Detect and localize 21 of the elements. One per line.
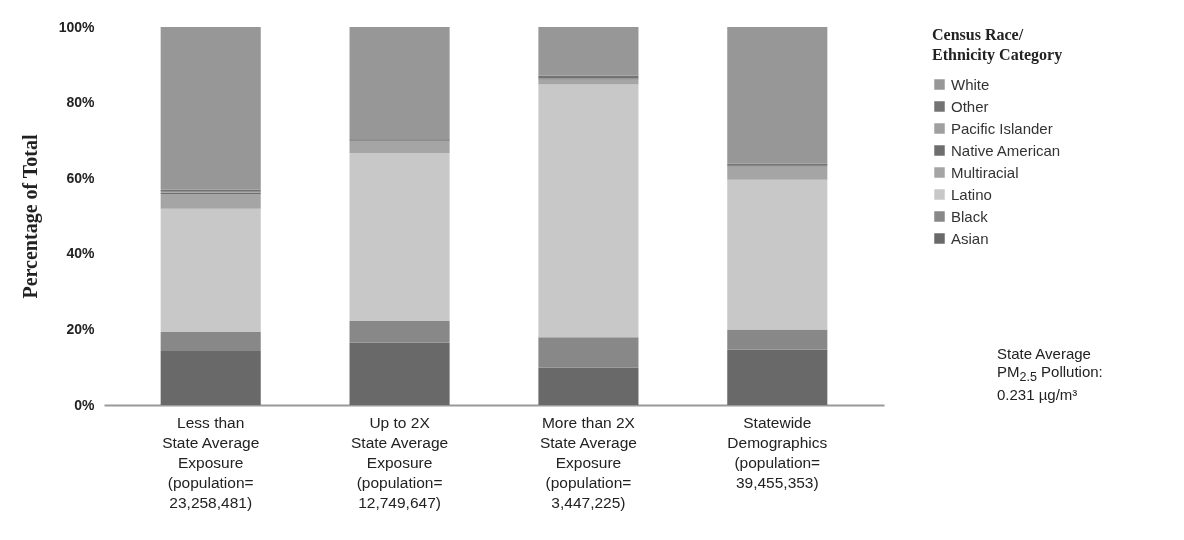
legend-label: Native American [951, 141, 1061, 159]
y-axis-title: Percentage of Total [18, 134, 42, 299]
legend-label: Multiracial [951, 163, 1019, 181]
legend-title: Census Race/ Ethnicity Category [932, 26, 1063, 64]
y-tick-label: 80% [66, 94, 96, 111]
legend-label: White [951, 75, 990, 93]
x-tick-label: Up to 2X State Average Exposure (population= 12,749,647) [351, 413, 449, 511]
y-tick-label: 20% [66, 320, 96, 337]
legend-label: Latino [951, 185, 992, 203]
y-tick-label: 0% [74, 396, 96, 413]
legend-label: Other [951, 97, 989, 115]
y-tick-label: 100% [58, 18, 96, 35]
x-tick-label: More than 2X State Average Exposure (population= 3,447,225) [539, 413, 637, 511]
legend-label: Pacific Islander [951, 119, 1053, 137]
x-tick-label: Statewide Demographics (population= 39,455,353) [727, 413, 828, 491]
x-tick-label: Less than State Average Exposure (population= 23,258,481) [162, 413, 260, 511]
text: State Average PM$_{2.5}$ Pollution: 0.231 µg/m³ [997, 345, 1103, 404]
y-tick-label: 40% [66, 245, 96, 262]
legend-label: Asian [951, 229, 989, 247]
legend-label: Black [951, 207, 989, 225]
y-tick-label: 60% [66, 169, 96, 186]
